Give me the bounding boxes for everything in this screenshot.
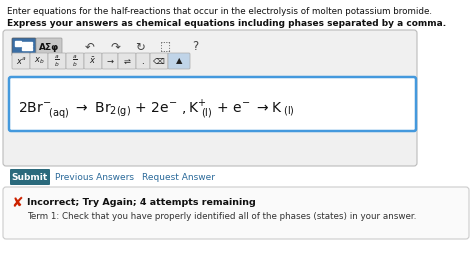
Text: ⌫: ⌫ xyxy=(153,57,165,66)
FancyBboxPatch shape xyxy=(12,38,36,56)
Bar xyxy=(15,41,21,46)
Text: Previous Answers: Previous Answers xyxy=(55,172,134,181)
Text: AΣφ: AΣφ xyxy=(39,43,59,52)
Text: Submit: Submit xyxy=(12,172,48,181)
FancyBboxPatch shape xyxy=(168,53,190,69)
Text: $\cdot$: $\cdot$ xyxy=(141,57,145,66)
FancyBboxPatch shape xyxy=(30,53,48,69)
Text: $\mathdefault{2Br}^{-}_{\ \ \mathdefault{(aq)}}\ \rightarrow\ \mathdefault{Br}_{: $\mathdefault{2Br}^{-}_{\ \ \mathdefault… xyxy=(18,98,295,122)
FancyBboxPatch shape xyxy=(36,38,62,56)
Text: ⬚: ⬚ xyxy=(159,41,171,53)
Text: Request Answer: Request Answer xyxy=(142,172,215,181)
FancyBboxPatch shape xyxy=(9,77,416,131)
FancyBboxPatch shape xyxy=(150,53,168,69)
FancyBboxPatch shape xyxy=(10,169,50,185)
Text: ↶: ↶ xyxy=(85,41,95,53)
FancyBboxPatch shape xyxy=(12,53,30,69)
Text: $\rightarrow$: $\rightarrow$ xyxy=(105,57,115,66)
Text: Incorrect; Try Again; 4 attempts remaining: Incorrect; Try Again; 4 attempts remaini… xyxy=(27,198,256,207)
Text: Enter equations for the half-reactions that occur in the electrolysis of molten : Enter equations for the half-reactions t… xyxy=(7,7,432,16)
FancyBboxPatch shape xyxy=(66,53,84,69)
FancyBboxPatch shape xyxy=(118,53,136,69)
Text: ▲: ▲ xyxy=(176,57,182,66)
Text: ↻: ↻ xyxy=(135,41,145,53)
Text: $\frac{a}{b}$: $\frac{a}{b}$ xyxy=(54,53,60,69)
Bar xyxy=(22,48,32,50)
FancyBboxPatch shape xyxy=(136,53,150,69)
Text: $x^{a}$: $x^{a}$ xyxy=(16,55,27,67)
FancyBboxPatch shape xyxy=(84,53,102,69)
Text: ?: ? xyxy=(192,41,198,53)
Text: ✘: ✘ xyxy=(11,196,23,210)
FancyBboxPatch shape xyxy=(3,30,417,166)
Text: $\rightleftharpoons$: $\rightleftharpoons$ xyxy=(122,57,132,66)
Bar xyxy=(22,45,32,46)
FancyBboxPatch shape xyxy=(102,53,118,69)
Bar xyxy=(22,42,32,43)
Text: Term 1: Check that you have properly identified all of the phases (states) in yo: Term 1: Check that you have properly ide… xyxy=(27,212,416,221)
Text: $x_{b}$: $x_{b}$ xyxy=(34,56,44,66)
FancyBboxPatch shape xyxy=(3,187,469,239)
Text: ↷: ↷ xyxy=(110,41,120,53)
FancyBboxPatch shape xyxy=(48,53,66,69)
Text: $\bar{x}$: $\bar{x}$ xyxy=(90,56,97,66)
Text: $\frac{a}{b}$: $\frac{a}{b}$ xyxy=(72,53,78,69)
Text: Express your answers as chemical equations including phases separated by a comma: Express your answers as chemical equatio… xyxy=(7,19,446,28)
